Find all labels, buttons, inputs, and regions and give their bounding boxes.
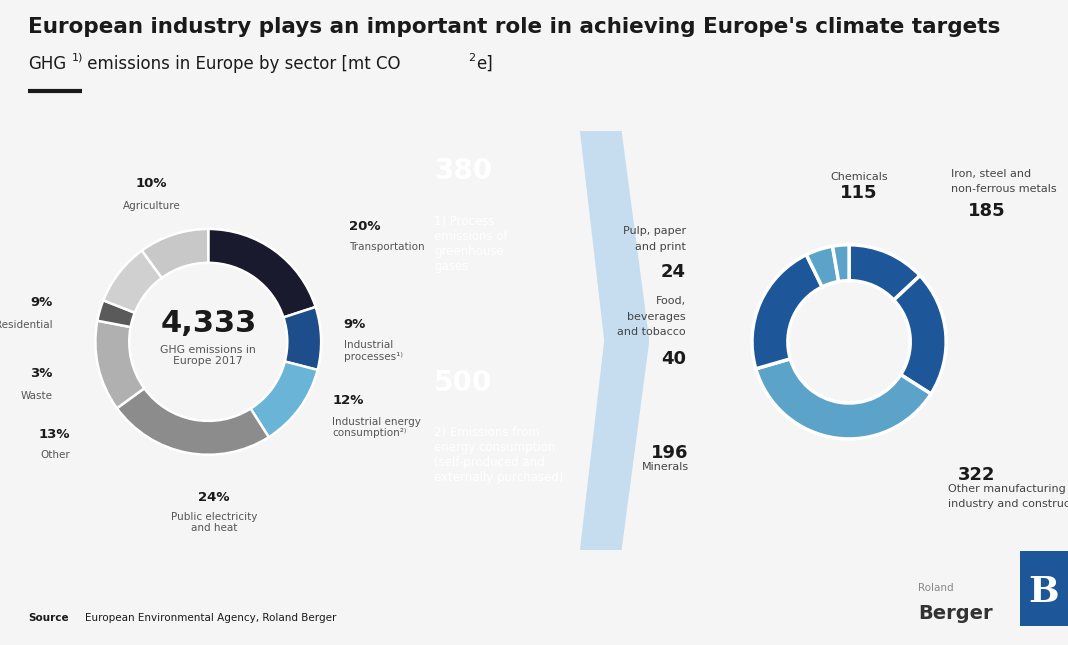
Text: 1) Process
emissions of
greenhouse
gases: 1) Process emissions of greenhouse gases bbox=[434, 215, 507, 273]
Text: B: B bbox=[1028, 575, 1059, 610]
Text: Industrial energy
consumption²⁾: Industrial energy consumption²⁾ bbox=[332, 417, 422, 439]
Text: Chemicals: Chemicals bbox=[830, 172, 888, 182]
Text: Industrial
processes¹⁾: Industrial processes¹⁾ bbox=[344, 340, 403, 362]
Text: 40: 40 bbox=[661, 350, 686, 368]
Wedge shape bbox=[97, 301, 135, 327]
FancyBboxPatch shape bbox=[1020, 551, 1068, 626]
Text: and print: and print bbox=[635, 242, 686, 252]
Wedge shape bbox=[142, 229, 208, 278]
Wedge shape bbox=[104, 250, 162, 313]
Wedge shape bbox=[283, 307, 321, 370]
Text: Iron, steel and: Iron, steel and bbox=[951, 169, 1031, 179]
Text: 20%: 20% bbox=[349, 220, 381, 233]
Wedge shape bbox=[95, 321, 144, 408]
Text: Other manufacturing: Other manufacturing bbox=[948, 484, 1066, 493]
Text: 185: 185 bbox=[968, 203, 1005, 221]
Text: 196: 196 bbox=[651, 444, 689, 462]
Text: e]: e] bbox=[476, 55, 492, 73]
Text: Berger: Berger bbox=[918, 604, 992, 623]
Text: non-ferrous metals: non-ferrous metals bbox=[951, 184, 1056, 194]
Text: 380: 380 bbox=[434, 157, 492, 185]
Wedge shape bbox=[833, 244, 849, 282]
Text: Food,: Food, bbox=[656, 296, 686, 306]
Text: 9%: 9% bbox=[344, 319, 366, 332]
Wedge shape bbox=[894, 275, 946, 394]
Text: Roland: Roland bbox=[918, 583, 954, 593]
Text: GHG emissions in
Europe 2017: GHG emissions in Europe 2017 bbox=[160, 344, 256, 366]
Text: 24: 24 bbox=[661, 263, 686, 281]
Text: Pulp, paper: Pulp, paper bbox=[623, 226, 686, 236]
Text: 9%: 9% bbox=[30, 296, 52, 309]
Text: 4,333: 4,333 bbox=[160, 310, 256, 338]
Wedge shape bbox=[251, 361, 317, 437]
Text: Waste: Waste bbox=[20, 391, 52, 401]
Text: European Environmental Agency, Roland Berger: European Environmental Agency, Roland Be… bbox=[85, 613, 336, 623]
Text: beverages: beverages bbox=[627, 312, 686, 322]
Text: Residential: Residential bbox=[0, 320, 52, 330]
Wedge shape bbox=[849, 244, 920, 300]
Text: 322: 322 bbox=[958, 466, 995, 484]
Text: Minerals: Minerals bbox=[642, 462, 689, 472]
Text: 10%: 10% bbox=[136, 177, 168, 190]
Text: 1): 1) bbox=[72, 52, 83, 62]
Text: 12%: 12% bbox=[332, 394, 364, 407]
Wedge shape bbox=[208, 229, 316, 317]
Text: 2: 2 bbox=[468, 53, 475, 63]
Text: Source: Source bbox=[28, 613, 68, 623]
Text: GHG: GHG bbox=[28, 55, 66, 73]
Text: European industry plays an important role in achieving Europe's climate targets: European industry plays an important rol… bbox=[28, 17, 1001, 37]
Text: and tobacco: and tobacco bbox=[617, 327, 686, 337]
Text: 13%: 13% bbox=[40, 428, 70, 441]
Text: industry and construction: industry and construction bbox=[948, 499, 1068, 509]
Polygon shape bbox=[580, 131, 649, 550]
Text: Agriculture: Agriculture bbox=[123, 201, 180, 212]
Text: 115: 115 bbox=[841, 184, 878, 202]
Wedge shape bbox=[806, 246, 838, 287]
Text: Transportation: Transportation bbox=[349, 242, 425, 252]
Wedge shape bbox=[752, 255, 822, 369]
Text: 3%: 3% bbox=[30, 367, 52, 380]
Text: Other: Other bbox=[41, 450, 70, 460]
Text: emissions in Europe by sector [mt CO: emissions in Europe by sector [mt CO bbox=[82, 55, 400, 73]
Wedge shape bbox=[116, 388, 269, 455]
Text: 2) Emissions from
energy consumption
(self-produced and
externally purchased): 2) Emissions from energy consumption (se… bbox=[434, 426, 563, 484]
Wedge shape bbox=[756, 359, 931, 439]
Text: 500: 500 bbox=[434, 368, 492, 397]
Text: Public electricity
and heat: Public electricity and heat bbox=[171, 511, 257, 533]
Text: 24%: 24% bbox=[199, 491, 230, 504]
